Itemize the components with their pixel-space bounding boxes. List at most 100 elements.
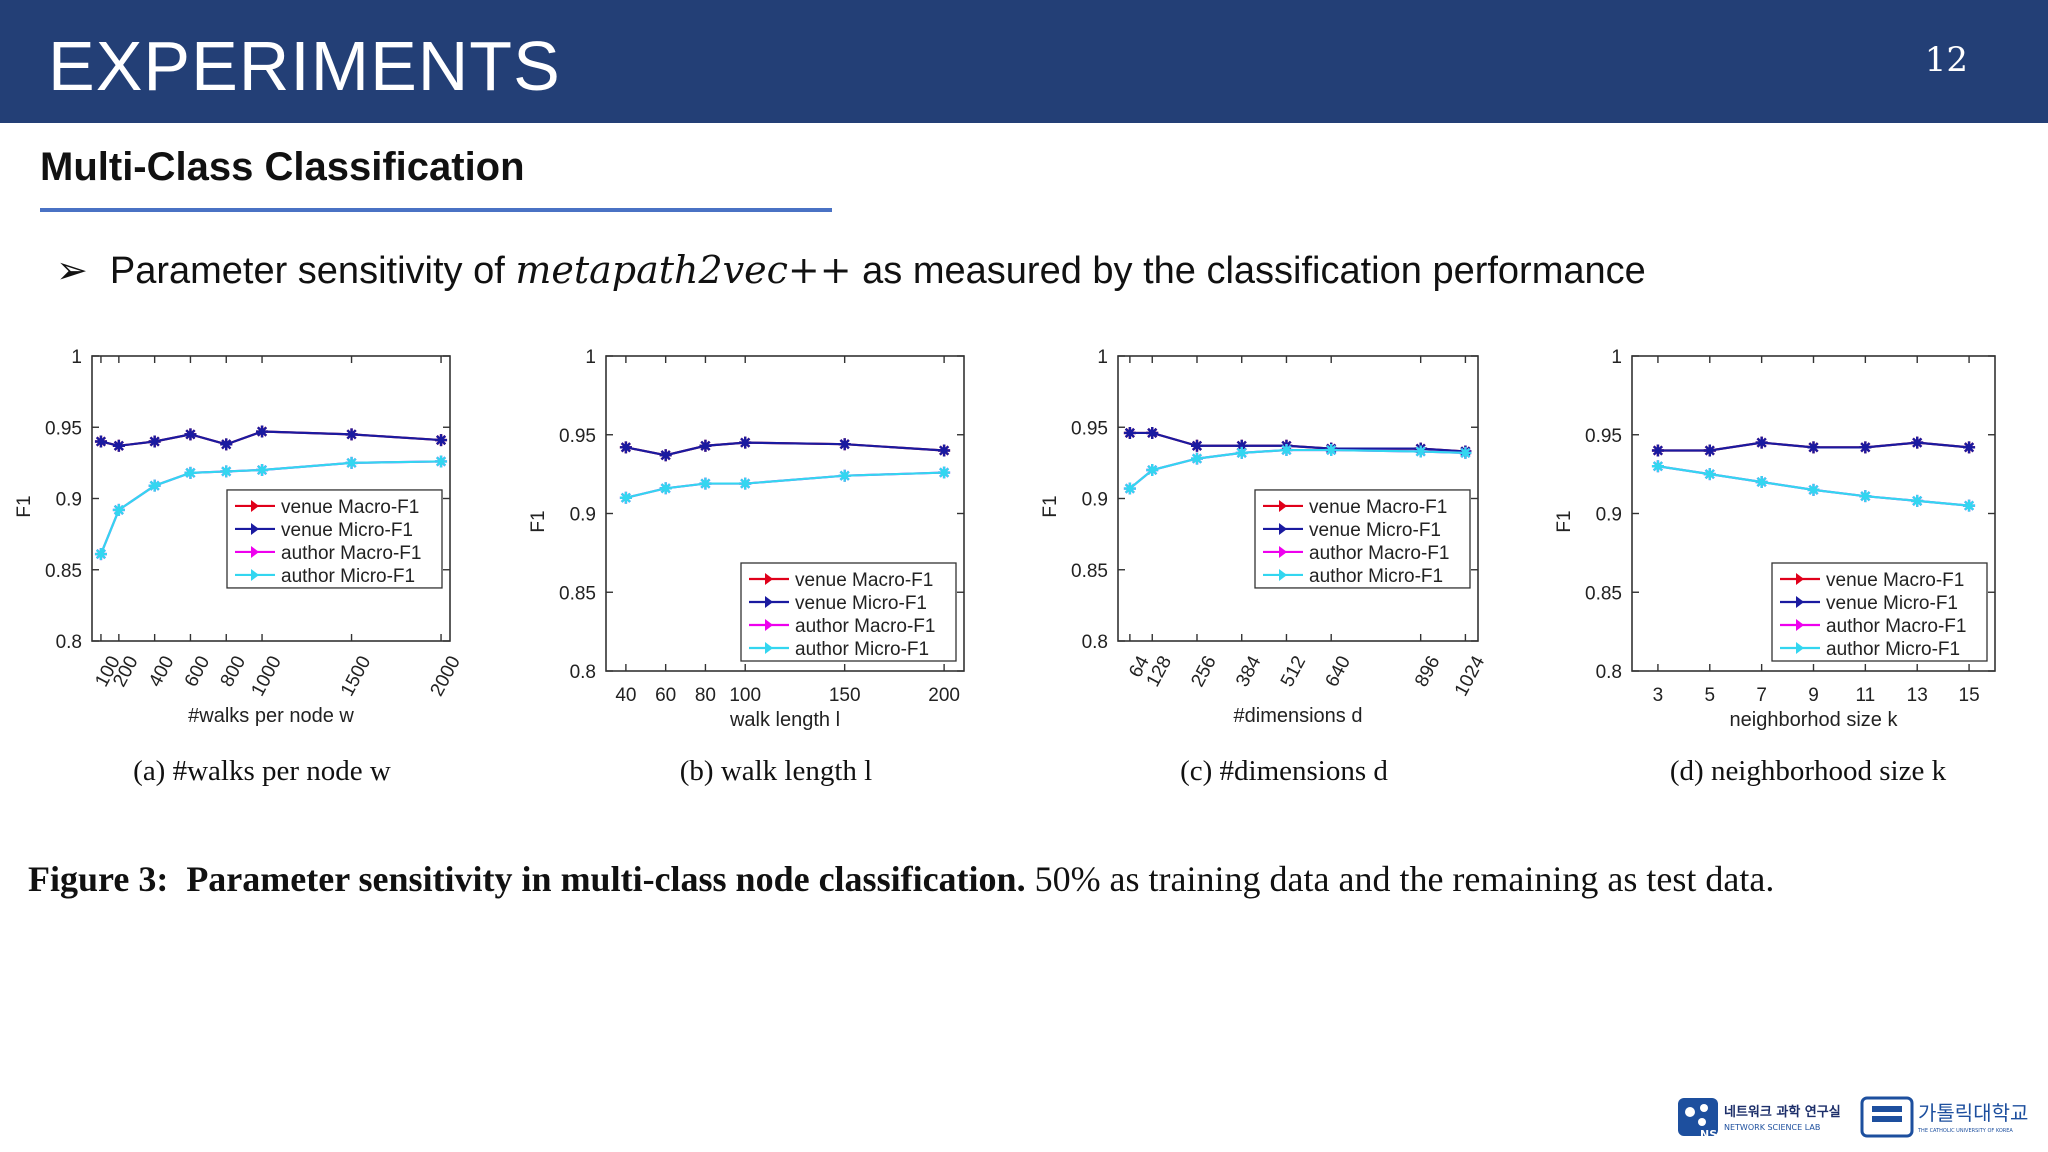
- bullet-text-before: Parameter sensitivity of: [109, 250, 516, 292]
- data-point: [1859, 441, 1872, 454]
- data-point: [1859, 490, 1872, 503]
- x-tick-label: 5: [1704, 685, 1715, 706]
- data-point: [838, 438, 851, 451]
- data-point: [112, 439, 125, 452]
- y-axis-label: F1: [1554, 510, 1575, 532]
- bullet-text-after: as measured by the classification perfor…: [851, 250, 1646, 292]
- y-tick-label: 0.95: [1585, 426, 1622, 447]
- series-line-author-micro-f1: [99, 460, 442, 555]
- x-tick-label: 640: [1322, 653, 1355, 691]
- legend-entry: author Macro-F1: [281, 543, 421, 564]
- data-point: [838, 469, 851, 482]
- x-tick-label: 512: [1277, 653, 1310, 691]
- y-tick-label: 1: [71, 347, 82, 368]
- lab-mark: NS: [1700, 1128, 1717, 1141]
- x-tick-label: 2000: [426, 653, 464, 700]
- y-tick-label: 0.85: [1071, 561, 1108, 582]
- section-divider: [40, 208, 832, 212]
- x-axis-label: #dimensions d: [1234, 705, 1363, 727]
- subfigure-caption: (b) walk length l: [680, 755, 872, 787]
- legend-entry: author Macro-F1: [1826, 616, 1966, 637]
- legend-entry: venue Macro-F1: [1826, 570, 1964, 591]
- legend-entry: author Macro-F1: [795, 616, 935, 637]
- data-point: [659, 482, 672, 495]
- x-tick-label: 3: [1653, 685, 1664, 706]
- univ-name-kr: 가톨릭대학교: [1918, 1101, 2028, 1125]
- x-tick-label: 400: [145, 653, 178, 691]
- legend-entry: venue Micro-F1: [1826, 593, 1958, 614]
- lab-name-en: NETWORK SCIENCE LAB: [1724, 1123, 1820, 1132]
- x-tick-label: 150: [829, 685, 861, 706]
- legend-marker: [1279, 568, 1287, 581]
- x-axis-label: neighborhod size k: [1730, 709, 1899, 731]
- legend-entry: author Micro-F1: [795, 639, 929, 660]
- data-point: [1755, 476, 1768, 488]
- figure-caption-bold: Parameter sensitivity in multi-class nod…: [186, 859, 1026, 899]
- legend-marker: [1796, 573, 1804, 585]
- data-point: [699, 439, 712, 452]
- data-point: [148, 479, 161, 492]
- data-point: [1146, 426, 1159, 439]
- x-tick-label: 1024: [1451, 652, 1490, 700]
- data-point: [184, 466, 197, 479]
- bullet-arrow-icon: ➢: [56, 250, 88, 292]
- x-tick-label: 13: [1907, 685, 1928, 706]
- data-point: [619, 441, 632, 454]
- y-tick-label: 1: [585, 347, 596, 368]
- data-point: [619, 491, 632, 504]
- data-point: [1123, 426, 1136, 439]
- y-tick-label: 0.8: [570, 662, 596, 683]
- data-point: [938, 466, 951, 479]
- data-point: [699, 477, 712, 490]
- footer-logos: NS 네트워크 과학 연구실 NETWORK SCIENCE LAB 가톨릭대학…: [1678, 1096, 2028, 1141]
- data-point: [1235, 439, 1248, 452]
- series-line-author-micro-f1: [1129, 448, 1466, 490]
- data-point: [435, 455, 448, 468]
- legend-marker: [765, 619, 773, 631]
- data-point: [220, 465, 233, 478]
- data-point: [1963, 499, 1976, 512]
- data-point: [1651, 460, 1664, 473]
- x-tick-label: 600: [181, 653, 214, 691]
- subfigure-caption: (d) neighborhood size k: [1670, 755, 1947, 787]
- legend-marker: [251, 499, 259, 512]
- x-tick-label: 40: [615, 685, 636, 706]
- catholic-university-logo: 가톨릭대학교 THE CATHOLIC UNIVERSITY OF KOREA: [1860, 1096, 2028, 1138]
- x-tick-label: 800: [217, 653, 250, 691]
- legend-entry: venue Macro-F1: [1309, 497, 1447, 518]
- y-tick-label: 1: [1097, 347, 1108, 368]
- data-point: [256, 464, 269, 476]
- y-axis-label: F1: [528, 510, 549, 532]
- legend-marker: [251, 568, 259, 581]
- chart-1: 0.8 0.85 0.9 0.95 1 40 60 80 100 150 200 walk lengt…: [528, 347, 965, 787]
- data-point: [1911, 494, 1924, 507]
- legend-entry: venue Micro-F1: [1309, 520, 1441, 541]
- figure-caption: Figure 3: Parameter sensitivity in multi…: [28, 858, 1774, 900]
- x-tick-label: 7: [1756, 685, 1767, 706]
- data-point: [739, 436, 752, 449]
- x-tick-label: 9: [1808, 685, 1819, 706]
- data-point: [184, 428, 197, 441]
- x-tick-label: 200: [928, 685, 960, 706]
- series-line-author-macro-f1: [1129, 448, 1466, 490]
- page-number: 12: [1924, 40, 1968, 80]
- data-point: [1807, 441, 1820, 454]
- bullet-point: ➢ Parameter sensitivity of metapath2vec++…: [56, 248, 1646, 293]
- y-tick-label: 1: [1611, 347, 1622, 368]
- x-axis-label: walk length l: [729, 709, 840, 731]
- data-point: [1414, 445, 1427, 458]
- data-point: [1651, 444, 1664, 457]
- y-tick-label: 0.95: [1071, 418, 1108, 439]
- figure-label: Figure 3:: [28, 859, 169, 899]
- y-tick-label: 0.8: [1082, 632, 1108, 653]
- data-point: [1235, 446, 1248, 459]
- data-point: [1190, 439, 1203, 452]
- legend-marker: [1279, 522, 1287, 535]
- data-point: [112, 503, 125, 516]
